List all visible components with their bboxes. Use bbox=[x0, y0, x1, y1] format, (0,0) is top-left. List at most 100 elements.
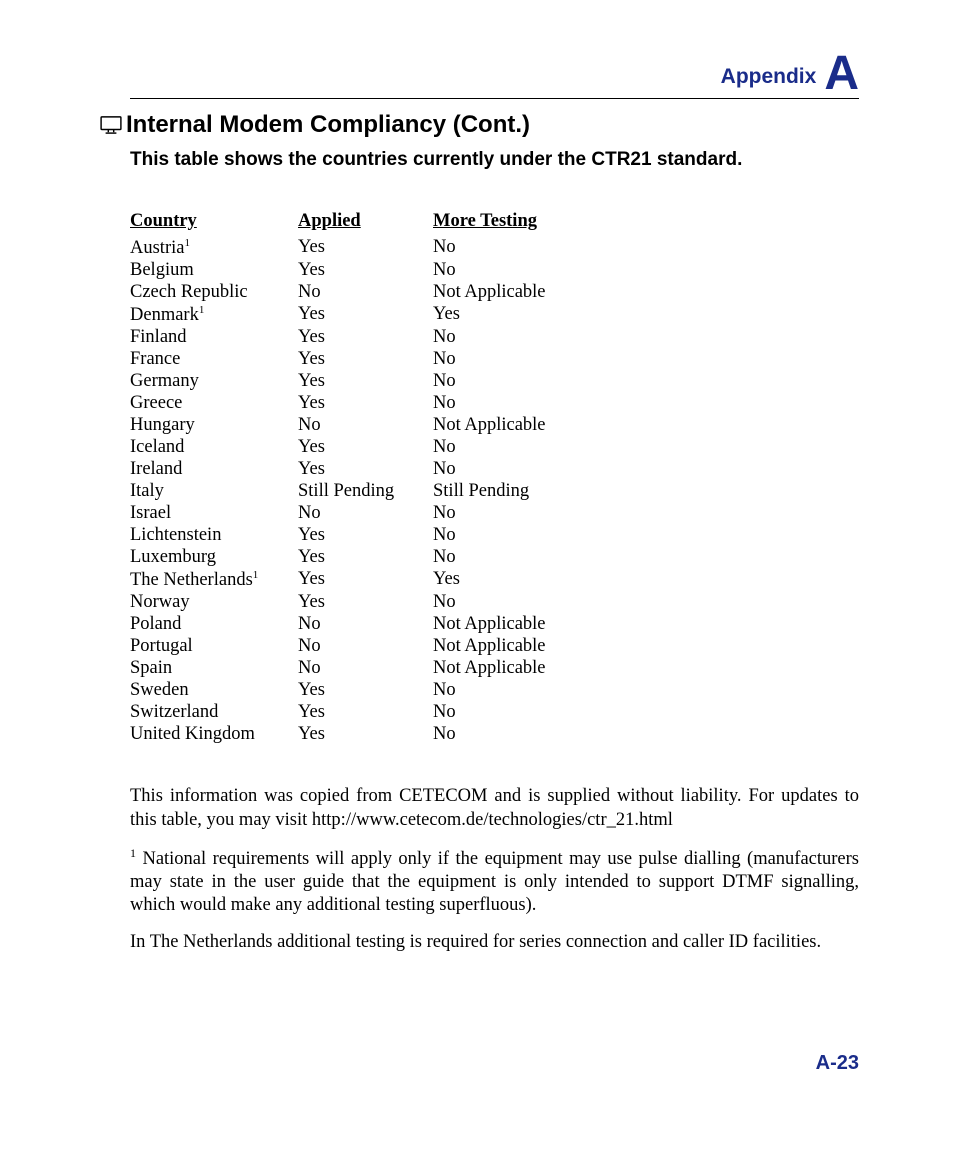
cell-country: Italy bbox=[130, 480, 298, 502]
table-row: GreeceYesNo bbox=[130, 392, 564, 414]
table-row: IcelandYesNo bbox=[130, 436, 564, 458]
table-row: The Netherlands1YesYes bbox=[130, 568, 564, 591]
cell-more-testing: Yes bbox=[433, 568, 564, 591]
table-row: IrelandYesNo bbox=[130, 458, 564, 480]
cell-country: Hungary bbox=[130, 414, 298, 436]
table-row: FranceYesNo bbox=[130, 348, 564, 370]
cell-more-testing: No bbox=[433, 348, 564, 370]
cell-applied: Still Pending bbox=[298, 480, 433, 502]
cell-more-testing: No bbox=[433, 326, 564, 348]
table-header-row: Country Applied More Testing bbox=[130, 211, 564, 236]
th-country: Country bbox=[130, 211, 298, 236]
cell-applied: Yes bbox=[298, 458, 433, 480]
cell-applied: Yes bbox=[298, 259, 433, 281]
cell-more-testing: No bbox=[433, 236, 564, 259]
cell-country: Luxemburg bbox=[130, 546, 298, 568]
compliancy-table: Country Applied More Testing Austria1Yes… bbox=[130, 211, 564, 745]
cell-applied: Yes bbox=[298, 236, 433, 259]
cell-more-testing: No bbox=[433, 370, 564, 392]
cell-country: France bbox=[130, 348, 298, 370]
cell-country: United Kingdom bbox=[130, 723, 298, 745]
cell-more-testing: No bbox=[433, 436, 564, 458]
cell-more-testing: No bbox=[433, 723, 564, 745]
cell-more-testing: Not Applicable bbox=[433, 613, 564, 635]
title-row: Internal Modem Compliancy (Cont.) bbox=[100, 111, 859, 139]
cell-country: Belgium bbox=[130, 259, 298, 281]
cell-applied: No bbox=[298, 657, 433, 679]
table-body: Austria1YesNoBelgiumYesNoCzech RepublicN… bbox=[130, 236, 564, 745]
cell-country: Iceland bbox=[130, 436, 298, 458]
cell-applied: Yes bbox=[298, 303, 433, 326]
cell-country: Switzerland bbox=[130, 701, 298, 723]
cell-country: Austria1 bbox=[130, 236, 298, 259]
cell-country: Spain bbox=[130, 657, 298, 679]
cell-more-testing: No bbox=[433, 546, 564, 568]
table-row: GermanyYesNo bbox=[130, 370, 564, 392]
table-row: IsraelNoNo bbox=[130, 502, 564, 524]
cell-country: Germany bbox=[130, 370, 298, 392]
cell-more-testing: Still Pending bbox=[433, 480, 564, 502]
cell-applied: Yes bbox=[298, 723, 433, 745]
cell-more-testing: No bbox=[433, 502, 564, 524]
paragraph-footnote: 1 National requirements will apply only … bbox=[130, 846, 859, 918]
monitor-icon bbox=[100, 116, 122, 134]
cell-applied: Yes bbox=[298, 326, 433, 348]
cell-more-testing: No bbox=[433, 591, 564, 613]
cell-applied: Yes bbox=[298, 436, 433, 458]
cell-applied: Yes bbox=[298, 591, 433, 613]
table-row: United KingdomYesNo bbox=[130, 723, 564, 745]
table-row: HungaryNoNot Applicable bbox=[130, 414, 564, 436]
table-row: Austria1YesNo bbox=[130, 236, 564, 259]
footnote-text: National requirements will apply only if… bbox=[130, 849, 859, 915]
cell-applied: Yes bbox=[298, 392, 433, 414]
cell-applied: No bbox=[298, 635, 433, 657]
table-row: PolandNoNot Applicable bbox=[130, 613, 564, 635]
cell-more-testing: Not Applicable bbox=[433, 414, 564, 436]
table-row: LuxemburgYesNo bbox=[130, 546, 564, 568]
table-row: Denmark1YesYes bbox=[130, 303, 564, 326]
th-applied: Applied bbox=[298, 211, 433, 236]
cell-applied: Yes bbox=[298, 348, 433, 370]
cell-applied: No bbox=[298, 502, 433, 524]
cell-country: Czech Republic bbox=[130, 281, 298, 303]
cell-more-testing: Yes bbox=[433, 303, 564, 326]
cell-country: Israel bbox=[130, 502, 298, 524]
cell-country: Lichtenstein bbox=[130, 524, 298, 546]
cell-country: The Netherlands1 bbox=[130, 568, 298, 591]
table-row: BelgiumYesNo bbox=[130, 259, 564, 281]
country-footnote-marker: 1 bbox=[253, 569, 259, 581]
page-container: Appendix A Internal Modem Compliancy (Co… bbox=[0, 0, 954, 994]
table-row: SpainNoNot Applicable bbox=[130, 657, 564, 679]
cell-more-testing: Not Applicable bbox=[433, 657, 564, 679]
cell-country: Sweden bbox=[130, 679, 298, 701]
cell-applied: Yes bbox=[298, 679, 433, 701]
cell-country: Poland bbox=[130, 613, 298, 635]
page-subtitle: This table shows the countries currently… bbox=[130, 149, 859, 171]
cell-country: Finland bbox=[130, 326, 298, 348]
page-title: Internal Modem Compliancy (Cont.) bbox=[126, 111, 530, 139]
table-row: LichtensteinYesNo bbox=[130, 524, 564, 546]
cell-more-testing: Not Applicable bbox=[433, 281, 564, 303]
country-footnote-marker: 1 bbox=[199, 304, 205, 316]
appendix-letter: A bbox=[824, 50, 859, 98]
table-row: ItalyStill PendingStill Pending bbox=[130, 480, 564, 502]
cell-more-testing: No bbox=[433, 458, 564, 480]
table-row: Czech RepublicNoNot Applicable bbox=[130, 281, 564, 303]
page-number: A-23 bbox=[816, 1052, 859, 1075]
country-footnote-marker: 1 bbox=[184, 237, 190, 249]
cell-more-testing: No bbox=[433, 679, 564, 701]
table-row: PortugalNoNot Applicable bbox=[130, 635, 564, 657]
cell-more-testing: No bbox=[433, 259, 564, 281]
cell-country: Greece bbox=[130, 392, 298, 414]
cell-applied: Yes bbox=[298, 701, 433, 723]
cell-applied: Yes bbox=[298, 546, 433, 568]
cell-more-testing: No bbox=[433, 524, 564, 546]
paragraph-netherlands: In The Netherlands additional testing is… bbox=[130, 931, 859, 954]
cell-applied: No bbox=[298, 281, 433, 303]
table-row: FinlandYesNo bbox=[130, 326, 564, 348]
cell-country: Denmark1 bbox=[130, 303, 298, 326]
appendix-label: Appendix bbox=[721, 65, 817, 89]
cell-more-testing: No bbox=[433, 701, 564, 723]
cell-country: Portugal bbox=[130, 635, 298, 657]
cell-country: Ireland bbox=[130, 458, 298, 480]
